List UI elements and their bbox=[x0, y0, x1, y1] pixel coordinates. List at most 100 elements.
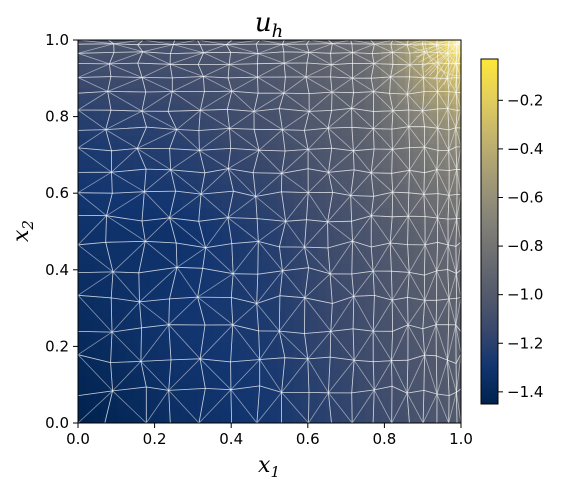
field-cell bbox=[85, 367, 95, 376]
field-cell bbox=[189, 95, 199, 105]
field-cell bbox=[117, 127, 127, 137]
field-cell bbox=[117, 319, 127, 328]
field-cell bbox=[397, 135, 406, 145]
field-cell bbox=[357, 127, 366, 137]
field-cell bbox=[349, 263, 358, 272]
field-cell bbox=[253, 359, 263, 368]
mesh-edge bbox=[112, 361, 142, 392]
field-cell bbox=[373, 247, 382, 257]
field-cell bbox=[413, 327, 422, 336]
field-cell bbox=[93, 367, 103, 376]
mesh-cell bbox=[390, 40, 409, 46]
field-cell bbox=[189, 359, 199, 368]
field-cell bbox=[341, 63, 350, 73]
field-cell bbox=[445, 351, 454, 360]
mesh-edge bbox=[256, 303, 280, 332]
field-cell bbox=[117, 231, 127, 241]
mesh-cell bbox=[255, 40, 285, 45]
field-cell bbox=[237, 319, 247, 328]
field-cell bbox=[453, 143, 461, 153]
field-cell bbox=[413, 303, 422, 312]
field-cell bbox=[181, 295, 191, 304]
field-cell bbox=[149, 399, 159, 408]
field-cell bbox=[285, 207, 295, 217]
field-cell bbox=[365, 111, 374, 121]
field-cell bbox=[365, 183, 374, 193]
field-cell bbox=[189, 343, 199, 352]
mesh-edge bbox=[78, 244, 114, 273]
mesh-edge bbox=[424, 354, 438, 395]
field-cell bbox=[309, 415, 318, 423]
field-cell bbox=[253, 167, 263, 177]
field-cell bbox=[325, 415, 334, 423]
field-cell bbox=[405, 119, 414, 129]
field-cell bbox=[269, 311, 279, 320]
field-cell bbox=[421, 391, 430, 400]
y-tick-label: 0.2 bbox=[45, 337, 69, 355]
mesh-edge bbox=[139, 267, 178, 303]
field-cell bbox=[165, 199, 175, 209]
field-cell bbox=[421, 407, 430, 416]
field-cell bbox=[269, 399, 279, 408]
field-cell bbox=[261, 143, 271, 153]
field-cell bbox=[365, 175, 374, 185]
mesh-edge bbox=[435, 298, 450, 325]
field-cell bbox=[157, 263, 167, 272]
mesh-edge bbox=[229, 53, 259, 65]
field-cell bbox=[309, 263, 318, 272]
field-cell bbox=[141, 351, 151, 360]
field-cell bbox=[78, 335, 87, 344]
field-cell bbox=[93, 263, 103, 272]
field-cell bbox=[333, 55, 342, 65]
field-cell bbox=[269, 247, 279, 257]
field-cell bbox=[397, 159, 406, 169]
field-cell bbox=[293, 311, 303, 320]
field-cell bbox=[373, 167, 382, 177]
field-cell bbox=[429, 255, 438, 265]
field-cell bbox=[357, 391, 366, 400]
field-cell bbox=[221, 199, 231, 209]
field-cell bbox=[93, 287, 103, 296]
mesh-edge bbox=[259, 330, 280, 360]
field-cell bbox=[237, 359, 247, 368]
field-cell bbox=[413, 215, 422, 225]
field-cell bbox=[93, 95, 103, 105]
colorbar-tick-label: −0.4 bbox=[507, 140, 543, 158]
field-cell bbox=[421, 375, 430, 384]
field-cell bbox=[197, 287, 207, 296]
mesh-cell bbox=[455, 52, 461, 65]
mesh-edge bbox=[304, 297, 332, 332]
field-cell bbox=[149, 79, 159, 89]
field-cell bbox=[357, 183, 366, 193]
field-cell bbox=[413, 231, 422, 241]
field-cell bbox=[261, 127, 271, 137]
field-cell bbox=[245, 271, 255, 280]
field-cell bbox=[381, 111, 390, 121]
field-cell bbox=[253, 103, 263, 113]
field-cell bbox=[373, 375, 382, 384]
field-cell bbox=[405, 79, 414, 89]
field-cell bbox=[381, 119, 390, 129]
mesh-edge bbox=[353, 330, 374, 361]
field-cell bbox=[341, 127, 350, 137]
mesh-edge bbox=[372, 242, 391, 272]
field-cell bbox=[149, 391, 159, 400]
field-cell bbox=[269, 271, 279, 280]
field-cell bbox=[365, 239, 374, 249]
field-cell bbox=[333, 63, 342, 73]
field-cell bbox=[285, 111, 295, 121]
field-cell bbox=[173, 87, 183, 97]
mesh-edge bbox=[424, 146, 438, 170]
field-cell bbox=[405, 111, 414, 121]
field-cell bbox=[429, 167, 438, 177]
field-cell bbox=[93, 319, 103, 328]
field-cell bbox=[445, 119, 454, 129]
field-cell bbox=[317, 391, 326, 400]
field-cell bbox=[445, 135, 454, 145]
field-cell bbox=[349, 135, 358, 145]
field-cell bbox=[261, 191, 271, 201]
field-cell bbox=[197, 295, 207, 304]
field-cell bbox=[277, 359, 287, 368]
field-cell bbox=[197, 223, 207, 233]
field-cell bbox=[229, 207, 239, 217]
